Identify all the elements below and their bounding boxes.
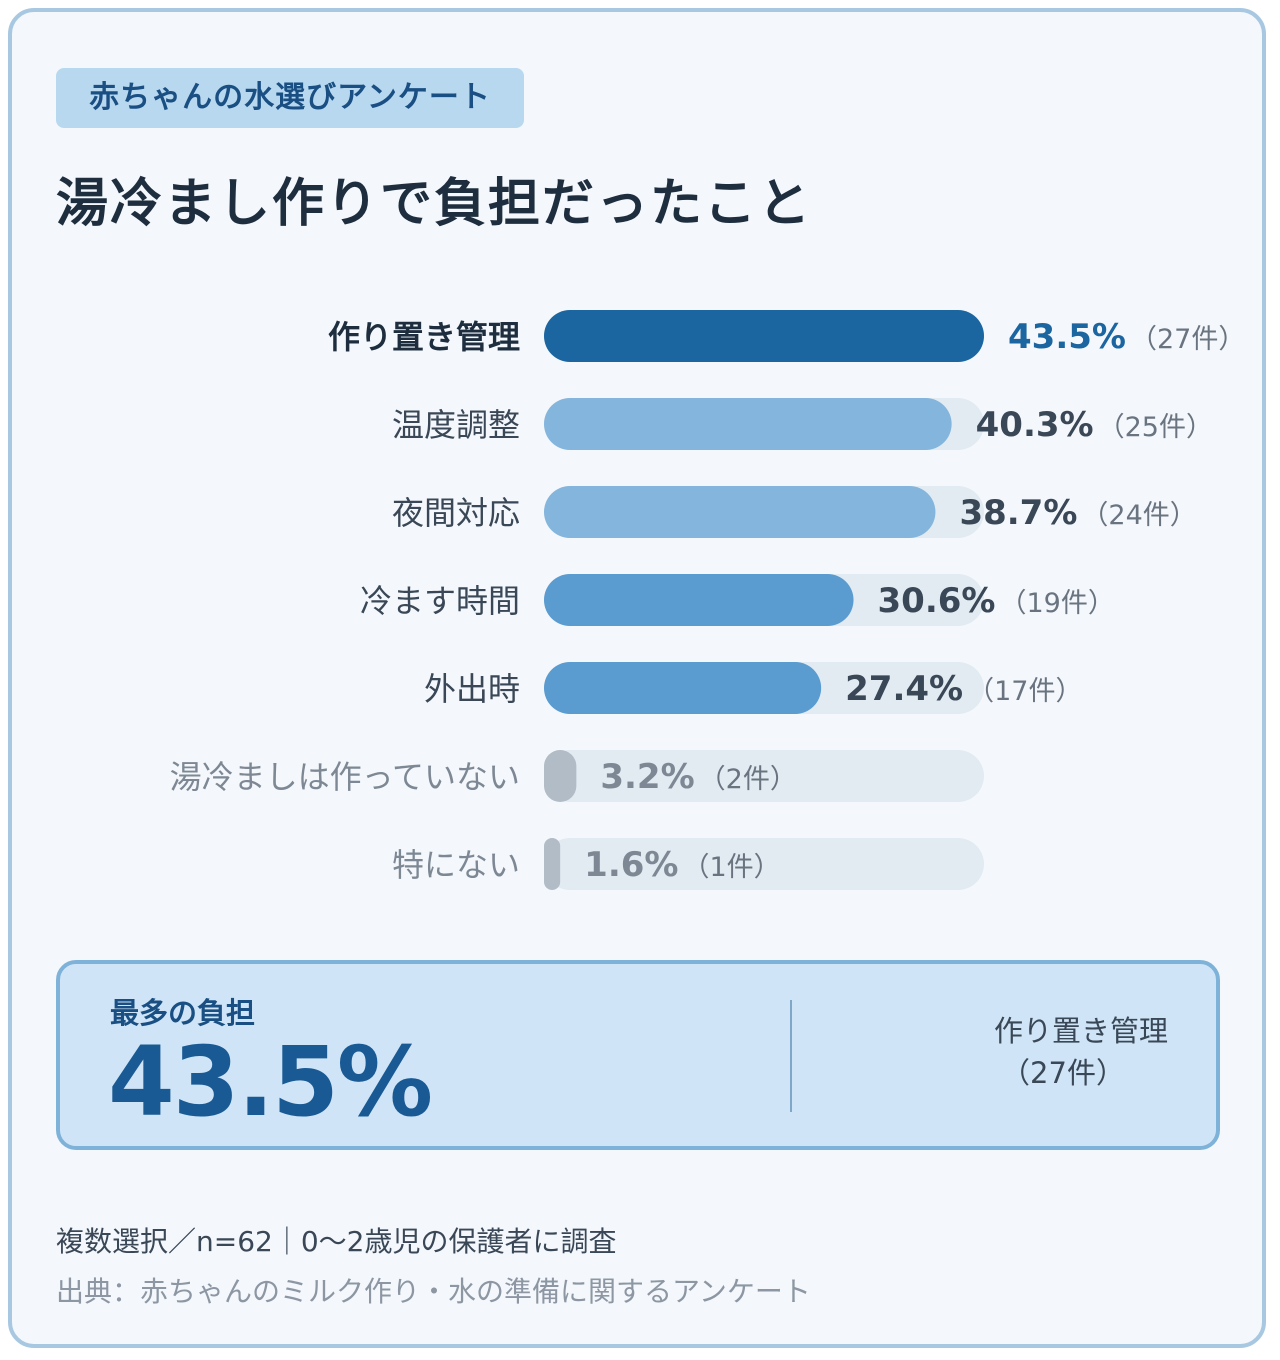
bar [544, 574, 854, 626]
category-label: 温度調整 [392, 406, 520, 444]
value-label: 27.4% [845, 669, 963, 709]
survey-note: 複数選択／n=62｜0〜2歳児の保護者に調査 [56, 1225, 617, 1258]
summary-detail: 作り置き管理 （27件） [838, 1010, 1168, 1094]
summary-label: 最多の負担 [110, 996, 256, 1030]
bar-track [544, 838, 984, 890]
bar [544, 662, 822, 714]
value-label: 40.3% [976, 405, 1094, 445]
category-label: 湯冷ましは作っていない [170, 758, 520, 796]
bar [544, 838, 561, 890]
count-label: （27件） [1130, 324, 1245, 355]
source-note: 出典：赤ちゃんのミルク作り・水の準備に関するアンケート [56, 1275, 811, 1308]
bar-track [544, 750, 984, 802]
bar [544, 310, 984, 362]
count-label: （25件） [1098, 412, 1213, 443]
value-label: 30.6% [878, 581, 996, 621]
summary-box: 最多の負担 43.5% 作り置き管理 （27件） [56, 960, 1220, 1150]
value-label: 3.2% [600, 757, 694, 797]
page-title: 湯冷まし作りで負担だったこと [56, 174, 813, 234]
bar-chart: 作り置き管理 43.5% （27件）温度調整 40.3% （25件）夜間対応 38.7% （… [170, 310, 1245, 890]
value-label: 38.7% [959, 493, 1077, 533]
bar [544, 398, 952, 450]
bar [544, 750, 577, 802]
category-label: 冷ます時間 [360, 582, 520, 620]
category-label: 外出時 [424, 670, 520, 708]
count-label: （1件） [682, 852, 780, 883]
count-label: （17件） [967, 676, 1082, 707]
summary-category: 作り置き管理 [993, 1014, 1168, 1048]
count-label: （24件） [1081, 500, 1196, 531]
category-label: 作り置き管理 [328, 318, 520, 356]
category-label: 夜間対応 [392, 494, 520, 532]
bar [544, 486, 936, 538]
value-label: 1.6% [584, 845, 678, 885]
summary-count: （27件） [1001, 1056, 1125, 1090]
summary-divider [790, 1000, 792, 1112]
survey-tag: 赤ちゃんの水選びアンケート [56, 68, 524, 128]
value-label: 43.5% [1008, 317, 1126, 357]
category-label: 特にない [392, 846, 520, 884]
summary-value: 43.5% [108, 1026, 433, 1138]
count-label: （19件） [999, 588, 1114, 619]
count-label: （2件） [699, 764, 797, 795]
